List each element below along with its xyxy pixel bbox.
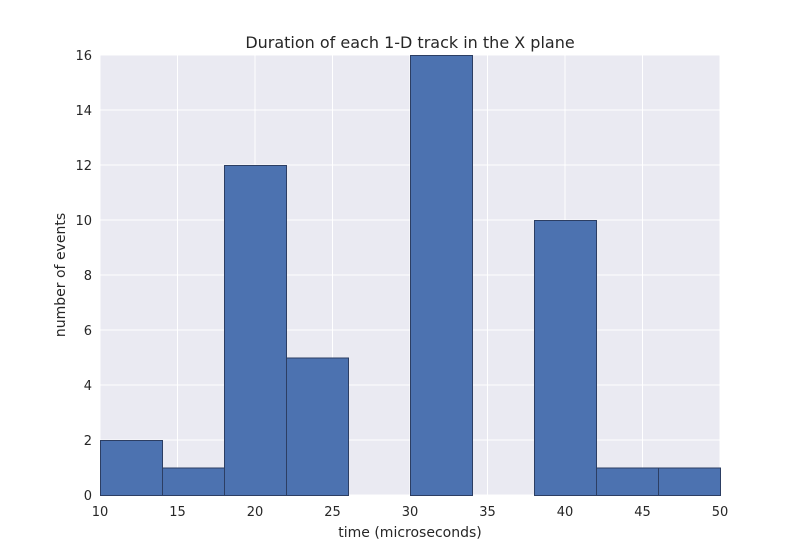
y-tick-label: 6: [84, 324, 92, 339]
x-tick-labels: 10 15 20 25 30 35 40 45 50: [92, 505, 729, 520]
x-tick-label: 35: [479, 505, 496, 520]
x-tick-label: 10: [92, 505, 109, 520]
y-tick-label: 0: [84, 489, 92, 504]
x-axis-title: time (microseconds): [338, 525, 481, 541]
y-tick-label: 14: [75, 104, 92, 119]
x-tick-label: 45: [634, 505, 651, 520]
x-tick-label: 30: [402, 505, 419, 520]
bars-group: [100, 55, 721, 496]
x-tick-label: 50: [712, 505, 729, 520]
x-tick-label: 20: [247, 505, 264, 520]
x-tick-label: 25: [324, 505, 341, 520]
histogram-bar: [534, 220, 597, 496]
y-tick-labels: 0 2 4 6 8 10 12 14 16: [75, 49, 92, 504]
histogram-bar: [162, 467, 225, 496]
y-axis-title: number of events: [53, 213, 69, 337]
y-tick-label: 2: [84, 434, 92, 449]
y-tick-label: 10: [75, 214, 92, 229]
y-tick-label: 16: [75, 49, 92, 64]
y-tick-label: 8: [84, 269, 92, 284]
histogram-bar: [224, 165, 287, 496]
y-tick-label: 4: [84, 379, 92, 394]
y-tick-label: 12: [75, 159, 92, 174]
histogram-bar: [286, 357, 349, 496]
histogram-bar: [596, 467, 659, 496]
x-tick-label: 40: [557, 505, 574, 520]
chart-title: Duration of each 1-D track in the X plan…: [245, 33, 574, 52]
histogram-bar: [410, 55, 473, 496]
x-tick-label: 15: [169, 505, 186, 520]
histogram-bar: [658, 467, 721, 496]
histogram-bar: [100, 440, 163, 496]
